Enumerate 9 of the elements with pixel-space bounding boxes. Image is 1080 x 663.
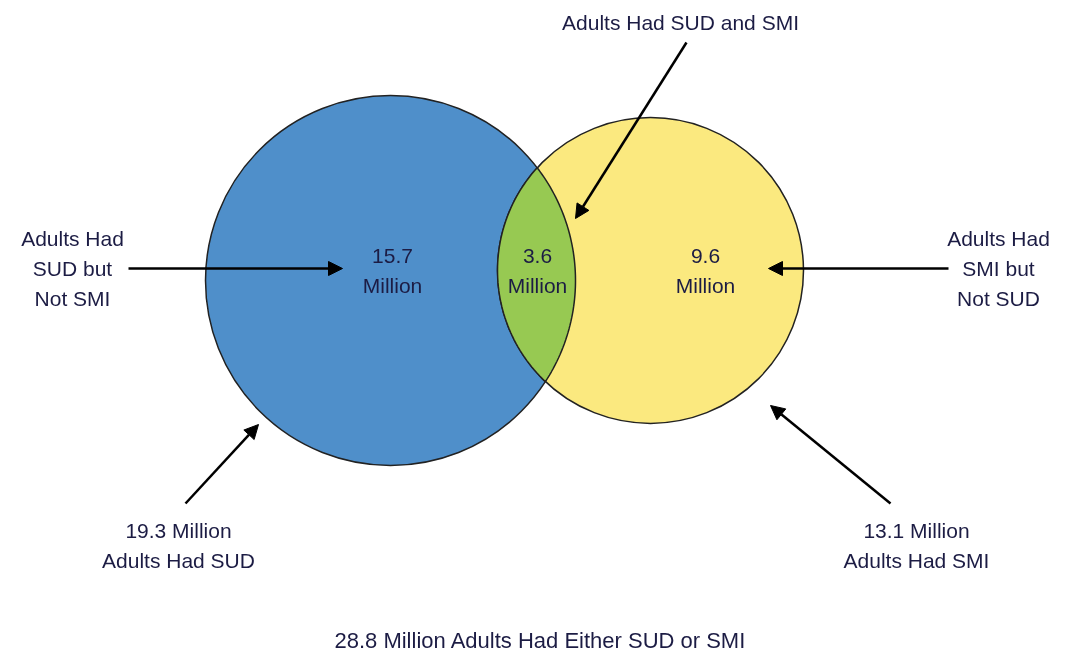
text: 28.8 Million Adults Had Either SUD or SMI [334,628,746,653]
data-label: 9.6 Million [675,244,736,297]
text: 13.1 Million Adults Had SMI [843,519,990,572]
category-label: Adults Had SMI but Not SUD [947,227,1050,310]
data-label: 15.7 Million [362,244,423,297]
text: 19.3 Million Adults Had SUD [102,519,255,572]
data-label: 3.6 Million [507,244,568,297]
category-label: Adults Had SUD but Not SMI [21,227,124,310]
category-label: Adults Had SUD and SMI [562,11,799,34]
